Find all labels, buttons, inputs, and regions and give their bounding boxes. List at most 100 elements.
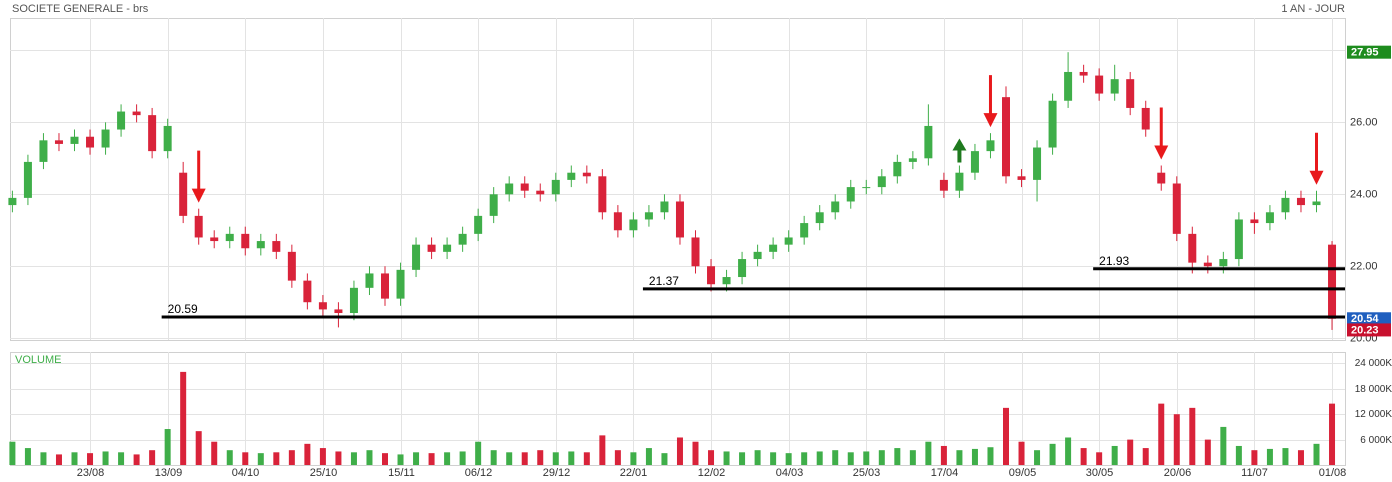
signal-arrow: [952, 138, 967, 163]
candle-body: [1126, 79, 1135, 108]
candle-body: [1250, 219, 1259, 224]
candle-body: [520, 183, 529, 191]
price-badge: [1347, 45, 1391, 59]
candle-body: [179, 172, 188, 216]
volume-bar: [676, 437, 683, 465]
volume-bar: [832, 450, 839, 465]
volume-bar: [55, 454, 62, 465]
candle-body: [1064, 71, 1073, 101]
candle-body: [1079, 71, 1088, 76]
volume-bar: [24, 448, 31, 465]
volume-bar: [630, 452, 637, 465]
volume-bar: [1251, 450, 1258, 465]
candle-body: [101, 129, 110, 148]
candle-body: [784, 237, 793, 245]
volume-bar: [490, 450, 497, 465]
candle-body: [551, 179, 560, 195]
x-tick-label: 12/02: [698, 467, 726, 479]
candle-body: [1281, 197, 1290, 213]
candle-body: [1312, 201, 1321, 206]
candle-body: [8, 197, 17, 206]
candle-body: [908, 158, 917, 162]
candle-body: [1265, 212, 1274, 224]
candle-body: [489, 194, 498, 216]
volume-bar: [801, 452, 808, 465]
candle-body: [1328, 244, 1337, 319]
candle-body: [287, 251, 296, 281]
volume-bar: [1282, 448, 1289, 465]
y-tick-label: 22.00: [1350, 260, 1378, 272]
candle-body: [846, 187, 855, 202]
volume-bar: [164, 429, 171, 465]
price-badge: [1347, 323, 1391, 337]
candle-body: [272, 241, 281, 252]
volume-bar: [382, 453, 388, 465]
volume-bar: [149, 450, 156, 465]
candle-body: [458, 233, 467, 245]
x-tick-label: 04/03: [776, 467, 804, 479]
candle-body: [986, 140, 995, 152]
volume-bar: [133, 454, 140, 465]
support-label: 20.59: [168, 302, 198, 316]
candle-body: [1002, 97, 1010, 177]
volume-bar: [614, 450, 621, 465]
signal-arrow: [1309, 132, 1324, 185]
candle-body: [800, 223, 809, 238]
volume-bar: [708, 450, 715, 465]
price-pane: [10, 18, 1346, 341]
volume-bar: [9, 441, 16, 465]
volume-bar: [521, 452, 528, 465]
candle-body: [707, 266, 716, 285]
candle-body: [753, 251, 762, 260]
volume-bar: [366, 450, 373, 465]
candle-body: [1219, 259, 1228, 267]
volume-bar: [537, 450, 544, 465]
candle-body: [582, 172, 591, 177]
volume-bar: [195, 431, 202, 465]
candle-body: [1033, 147, 1042, 180]
candle-body: [54, 140, 63, 144]
volume-bar: [1189, 407, 1196, 465]
volume-bar: [71, 452, 78, 465]
candle-body: [970, 151, 979, 173]
candle-body: [877, 176, 886, 188]
volume-bar: [226, 450, 233, 465]
candle-body: [738, 259, 747, 278]
volume-bar: [940, 445, 947, 465]
candle-body: [831, 201, 840, 213]
volume-bar: [304, 443, 311, 465]
signal-arrow: [983, 75, 998, 128]
candle-body: [412, 244, 421, 270]
volume-bar: [506, 452, 513, 465]
volume-bar: [1329, 403, 1336, 465]
y-tick-label: 26.00: [1350, 116, 1378, 128]
x-tick-label: 25/10: [310, 467, 338, 479]
candle-body: [722, 277, 731, 285]
x-tick-label: 22/01: [620, 467, 648, 479]
candle-body: [39, 140, 48, 162]
candle-body: [1188, 233, 1197, 263]
volume-bar: [288, 450, 295, 465]
volume-bar: [1049, 443, 1056, 465]
volume-bar: [878, 450, 885, 465]
x-tick-label: 09/05: [1009, 467, 1037, 479]
candle-body: [567, 172, 576, 180]
candle-body: [225, 233, 234, 242]
volume-bar: [1235, 445, 1242, 465]
volume-bar: [1111, 445, 1118, 465]
volume-bar: [754, 450, 761, 465]
candle-body: [474, 215, 483, 234]
candle-body: [117, 111, 126, 130]
x-tick-label: 06/12: [465, 467, 493, 479]
y-tick-label: 24.00: [1350, 188, 1378, 200]
period: 1 AN - JOUR: [1281, 3, 1345, 15]
candle-body: [815, 212, 824, 224]
volume-bar: [1204, 439, 1211, 465]
volume-bar: [1080, 448, 1087, 465]
candle-body: [303, 280, 312, 303]
x-tick-label: 29/12: [543, 467, 571, 479]
volume-bar: [1158, 403, 1165, 465]
volume-bar: [118, 452, 125, 465]
volume-bar: [770, 452, 777, 465]
candle-body: [318, 302, 327, 310]
